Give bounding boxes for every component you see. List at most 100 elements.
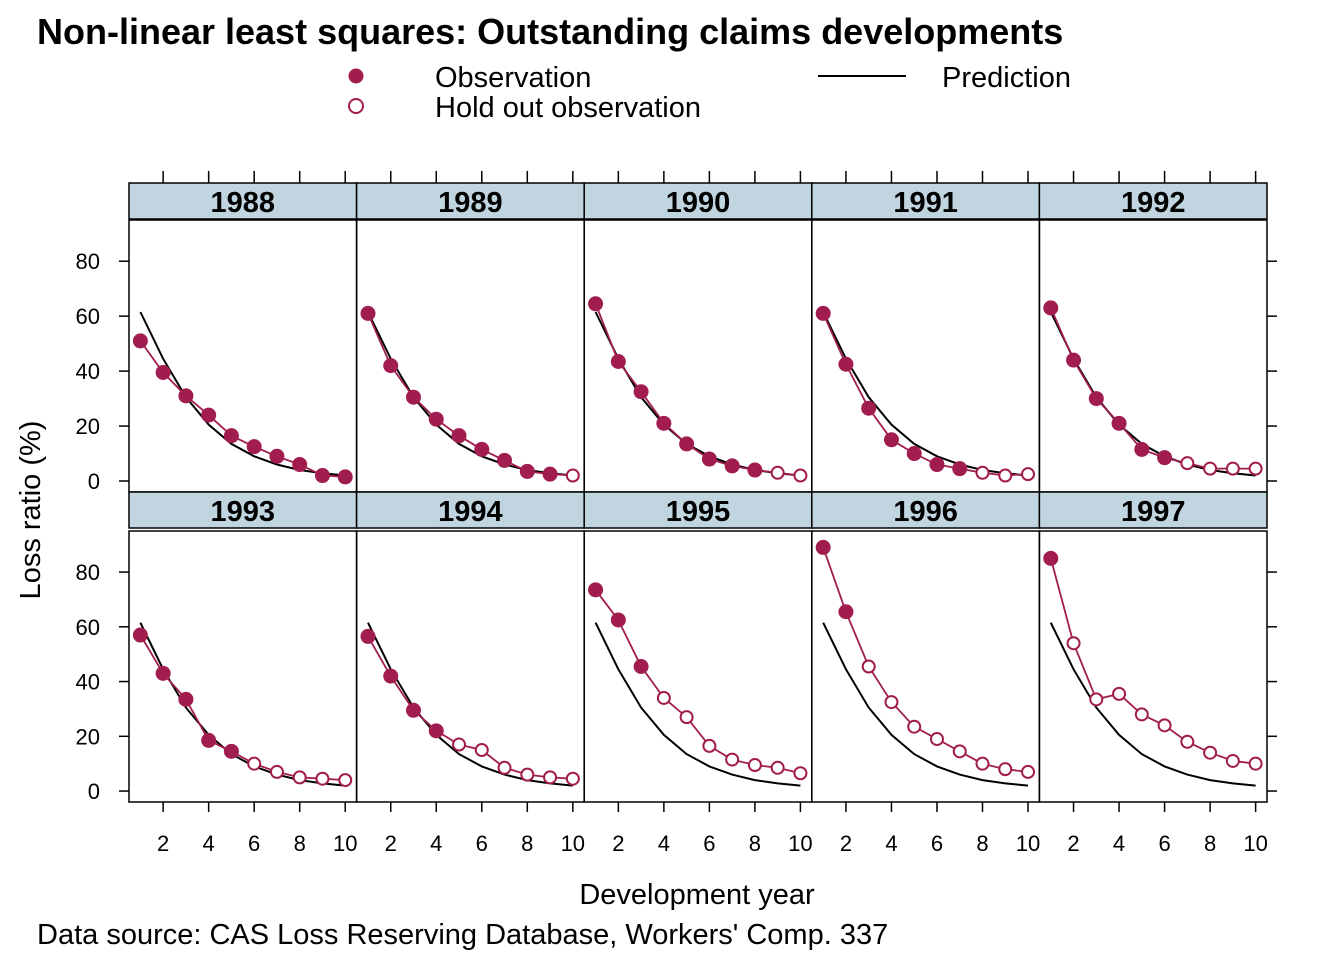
x-tick-label: 6 xyxy=(248,831,260,856)
data-source-note: Data source: CAS Loss Reserving Database… xyxy=(37,919,888,951)
observation-line xyxy=(367,635,573,780)
observation-point xyxy=(201,732,217,748)
panel-strip-label: 1993 xyxy=(211,496,276,528)
panel-strip-label: 1992 xyxy=(1121,187,1186,219)
prediction-line xyxy=(594,622,801,787)
x-tick-label: 8 xyxy=(294,831,306,856)
observation-point xyxy=(132,333,148,349)
panel-1992: 1992 xyxy=(1038,171,1277,493)
observation-point xyxy=(861,400,877,416)
holdout-point xyxy=(1248,756,1263,771)
holdout-point xyxy=(269,764,284,779)
x-tick-label: 10 xyxy=(561,831,585,856)
x-tick-label: 2 xyxy=(840,831,852,856)
observation-point xyxy=(178,691,194,707)
observation-point xyxy=(1134,441,1150,457)
observation-line xyxy=(1049,307,1256,470)
holdout-point xyxy=(543,770,558,785)
holdout-point xyxy=(452,737,467,752)
x-tick-label: 2 xyxy=(385,831,397,856)
legend-holdout-marker xyxy=(348,98,364,114)
y-tick-label: 20 xyxy=(76,724,100,749)
holdout-point xyxy=(793,766,808,781)
holdout-point xyxy=(1112,686,1127,701)
observation-point xyxy=(747,462,763,478)
x-tick-label: 6 xyxy=(931,831,943,856)
observation-point xyxy=(906,446,922,462)
holdout-point xyxy=(998,762,1013,777)
x-tick-label: 2 xyxy=(1067,831,1079,856)
observation-point xyxy=(838,356,854,372)
observation-point xyxy=(1043,550,1059,566)
observation-line xyxy=(139,634,346,781)
holdout-point xyxy=(497,760,512,775)
prediction-line xyxy=(139,311,346,477)
panel-1995: 1995 2 4 6 8 10 xyxy=(583,491,813,856)
panel-1996: 1996 2 4 6 8 10 xyxy=(811,491,1040,856)
observation-point xyxy=(679,436,695,452)
panel-1991: 1991 xyxy=(811,171,1041,493)
holdout-point xyxy=(1225,753,1240,768)
panel-strip-label: 1988 xyxy=(211,187,276,219)
x-tick-label: 6 xyxy=(703,831,715,856)
prediction-line xyxy=(1049,622,1256,787)
x-tick-label: 8 xyxy=(521,831,533,856)
y-axis-label: Loss ratio (%) xyxy=(15,421,47,600)
observation-line xyxy=(594,303,801,477)
holdout-point xyxy=(1203,745,1218,760)
observation-point xyxy=(815,539,831,555)
holdout-point xyxy=(1248,461,1263,476)
holdout-point xyxy=(338,773,353,788)
legend-prediction-label: Prediction xyxy=(942,62,1071,94)
observation-point xyxy=(132,627,148,643)
observation-point xyxy=(610,612,626,628)
holdout-point xyxy=(1157,718,1172,733)
x-tick-label: 8 xyxy=(976,831,988,856)
observation-point xyxy=(155,665,171,681)
panel-strip xyxy=(128,182,358,220)
holdout-point xyxy=(1225,461,1240,476)
observation-point xyxy=(1043,300,1059,316)
prediction-line xyxy=(367,622,573,787)
panel-strip xyxy=(1038,491,1268,529)
observation-point xyxy=(883,432,899,448)
observation-point xyxy=(633,384,649,400)
panel-strip xyxy=(583,182,813,220)
holdout-point xyxy=(725,752,740,767)
observation-line xyxy=(367,313,573,477)
x-tick-label: 10 xyxy=(333,831,357,856)
holdout-point xyxy=(929,732,944,747)
observation-line xyxy=(139,340,346,478)
x-tick-label: 6 xyxy=(476,831,488,856)
observation-point xyxy=(542,466,558,482)
observation-point xyxy=(406,702,421,718)
prediction-line xyxy=(822,311,1029,477)
observation-point xyxy=(155,364,171,380)
observation-point xyxy=(838,604,854,620)
x-tick-label: 8 xyxy=(1204,831,1216,856)
y-tick-label: 80 xyxy=(76,249,100,274)
holdout-point xyxy=(1089,692,1104,707)
observation-point xyxy=(815,305,831,321)
observation-point xyxy=(588,296,604,312)
observation-point xyxy=(383,668,399,684)
observation-point xyxy=(223,743,239,759)
observation-point xyxy=(952,461,968,477)
holdout-point xyxy=(770,760,785,775)
observation-point xyxy=(428,411,444,427)
holdout-point xyxy=(1066,636,1081,651)
x-tick-label: 8 xyxy=(749,831,761,856)
observation-line xyxy=(594,589,801,775)
holdout-point xyxy=(793,468,808,483)
panel-frame xyxy=(1038,530,1268,803)
y-tick-label: 60 xyxy=(76,615,100,640)
observation-line xyxy=(1049,558,1256,765)
observation-point xyxy=(360,305,376,321)
prediction-line xyxy=(1049,311,1256,477)
observation-point xyxy=(451,428,467,444)
holdout-point xyxy=(292,770,307,785)
x-tick-label: 10 xyxy=(1243,831,1267,856)
observation-point xyxy=(724,458,740,474)
holdout-point xyxy=(884,695,899,710)
x-tick-label: 10 xyxy=(788,831,812,856)
